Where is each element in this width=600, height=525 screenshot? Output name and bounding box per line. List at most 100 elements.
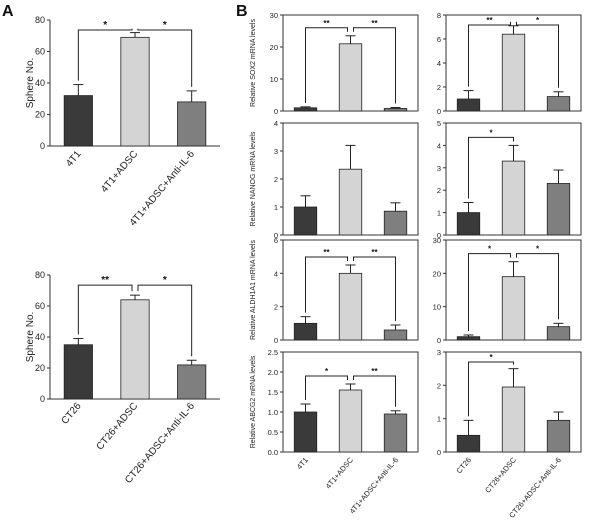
- y-tick-label: 2.5: [268, 348, 278, 357]
- category-label: 4T1+ADSC+Anti-IL-6: [128, 149, 197, 229]
- y-tick-label: 40: [35, 332, 45, 342]
- y-tick-label: 2: [437, 381, 441, 390]
- y-tick-label: 20: [35, 363, 45, 373]
- y-tick-label: 2: [437, 83, 441, 92]
- y-tick-label: 3: [437, 348, 441, 357]
- bar-CT26: [456, 98, 481, 112]
- bar-CT26+ADSC: [501, 160, 526, 236]
- significance-bracket: [468, 21, 511, 87]
- significance-label: *: [488, 245, 492, 254]
- y-tick-label: 60: [35, 47, 45, 57]
- bar-4T1: [293, 322, 318, 341]
- category-label: CT26+ADSC: [483, 455, 518, 495]
- y-tick-label: 2: [274, 175, 278, 184]
- y-tick-label: 1: [437, 415, 441, 424]
- significance-label: *: [536, 16, 540, 25]
- bar-CT26: [456, 212, 481, 236]
- bar-4T1+ADSC: [338, 43, 363, 112]
- bar-CT26+ADSC: [501, 33, 526, 112]
- significance-bracket: [77, 284, 133, 335]
- y-tick-label: 0: [40, 141, 45, 151]
- significance-bracket: [137, 28, 193, 87]
- bar-CT26+ADSC+Anti-IL-6: [546, 326, 571, 341]
- significance-bracket: [77, 28, 133, 81]
- significance-bracket: [468, 136, 514, 199]
- y-tick-label: 8: [437, 11, 441, 20]
- bar-4T1: [293, 411, 318, 453]
- significance-bracket: [137, 284, 193, 357]
- bar-CT26+ADSC: [501, 386, 526, 453]
- y-tick-label: 10: [433, 303, 441, 312]
- significance-bracket: [353, 375, 396, 407]
- significance-label: **: [371, 19, 378, 28]
- significance-bracket: [468, 253, 511, 331]
- category-label: CT26: [59, 401, 83, 427]
- bar-CT26+ADSC+Anti-IL-6: [546, 183, 571, 236]
- y-axis-title: Sphere No.: [25, 312, 36, 363]
- bar-4T1+ADSC+Anti-IL-6: [177, 101, 207, 147]
- bar-4T1+ADSC: [338, 272, 363, 341]
- y-tick-label: 0: [274, 107, 278, 116]
- bar-4T1+ADSC+Anti-IL-6: [383, 329, 408, 341]
- significance-label: **: [323, 248, 330, 257]
- y-tick-label: 0: [437, 231, 441, 240]
- y-tick-label: 20: [433, 269, 441, 278]
- significance-label: *: [536, 245, 540, 254]
- y-tick-label: 1.5: [268, 388, 278, 397]
- y-tick-label: 4: [437, 141, 441, 150]
- significance-label: *: [325, 367, 329, 376]
- y-tick-label: 20: [270, 43, 278, 52]
- chart-a_4t1: 0 20 40 60 80 Sphere No. 4T1 4T1+ADSC4T1+ADSC+A…: [25, 15, 220, 228]
- category-label: CT26+ADSC+Anti-IL-6: [507, 456, 563, 520]
- y-tick-label: 60: [35, 301, 45, 311]
- category-label: 4T1+ADSC+Anti-IL-6: [348, 456, 400, 516]
- significance-label: **: [371, 248, 378, 257]
- chart-b_aldh_4t1: 0 2 4 6 Relative ALDH1A1 mRNA levels ** **: [250, 236, 419, 345]
- y-tick-label: 30: [433, 236, 441, 245]
- y-tick-label: 0.5: [268, 428, 278, 437]
- significance-label: **: [101, 275, 109, 286]
- bar-CT26: [456, 434, 481, 453]
- y-tick-label: 0: [437, 336, 441, 345]
- y-tick-label: 6: [274, 236, 278, 245]
- y-tick-label: 2: [437, 186, 441, 195]
- bar-CT26: [63, 344, 93, 400]
- y-tick-label: 0: [274, 231, 278, 240]
- chart-b_sox2_4t1: 0 10 20 30 Relative SOX2 mRNA levels ** **: [250, 11, 419, 116]
- bar-4T1+ADSC+Anti-IL-6: [383, 413, 408, 453]
- bar-CT26+ADSC: [501, 276, 526, 341]
- significance-label: *: [163, 20, 167, 31]
- significance-label: *: [163, 275, 167, 286]
- category-label: CT26+ADSC: [95, 401, 141, 453]
- y-tick-label: 4: [274, 119, 278, 128]
- bar-CT26+ADSC+Anti-IL-6: [177, 364, 207, 400]
- y-axis-title: Relative ABCG2 mRNA levels: [250, 355, 257, 448]
- y-tick-label: 1: [437, 209, 441, 218]
- significance-bracket: [305, 27, 348, 103]
- significance-bracket: [305, 256, 348, 313]
- y-tick-label: 0: [274, 336, 278, 345]
- y-tick-label: 0: [40, 394, 45, 404]
- y-tick-label: 4: [274, 269, 278, 278]
- significance-bracket: [468, 361, 514, 417]
- bar-CT26+ADSC+Anti-IL-6: [546, 96, 571, 112]
- category-label: 4T1: [64, 149, 84, 170]
- chart-b_abcg2_4t1: 0.0 0.5 1.0 1.5 2.0 2.5 Relative ABCG2 mRNA le…: [250, 348, 419, 516]
- category-label: 4T1+ADSC: [324, 455, 356, 490]
- y-tick-label: 4: [437, 59, 441, 68]
- y-axis-title: Relative ALDH1A1 mRNA levels: [250, 240, 257, 340]
- significance-label: *: [489, 128, 493, 137]
- bar-CT26+ADSC+Anti-IL-6: [546, 419, 571, 453]
- y-tick-label: 1: [274, 203, 278, 212]
- y-axis-title: Relative NANOG mRNA levels: [250, 131, 257, 226]
- bar-4T1+ADSC+Anti-IL-6: [383, 108, 408, 112]
- bar-4T1+ADSC: [120, 36, 150, 147]
- bar-4T1+ADSC: [338, 389, 363, 453]
- significance-label: **: [486, 16, 493, 25]
- y-axis-title: Relative SOX2 mRNA levels: [250, 19, 257, 107]
- panel-label-a: A: [2, 3, 14, 20]
- bar-4T1+ADSC+Anti-IL-6: [383, 210, 408, 236]
